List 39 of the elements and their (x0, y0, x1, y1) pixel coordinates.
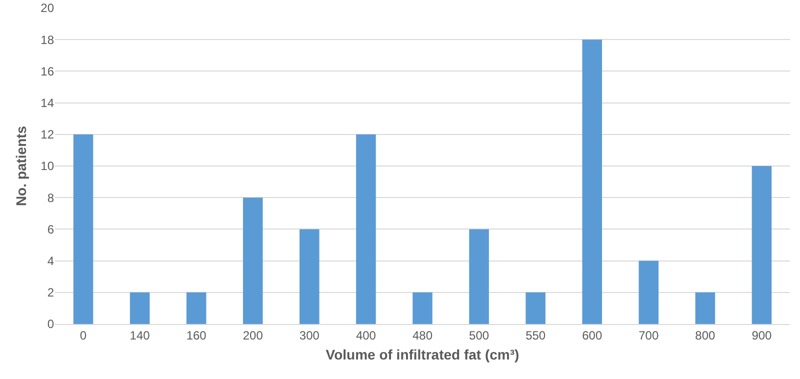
x-tick-label: 900 (752, 328, 772, 342)
x-tick-label: 140 (130, 328, 150, 342)
x-axis-title: Volume of infiltrated fat (cm³) (326, 346, 520, 363)
y-tick-label: 8 (47, 190, 54, 205)
y-axis-title: No. patients (13, 126, 30, 206)
bar (752, 166, 772, 324)
bar (242, 198, 263, 324)
bar (356, 134, 376, 324)
y-tick-label: 6 (47, 222, 54, 236)
y-tick-label: 4 (47, 254, 54, 268)
bar (582, 40, 602, 324)
bar (469, 229, 489, 324)
bar (300, 229, 320, 324)
bar (695, 292, 716, 324)
x-tick-label: 400 (356, 328, 376, 342)
bar (638, 260, 659, 324)
y-tick-label: 18 (40, 32, 54, 47)
y-tick-label: 16 (40, 64, 54, 78)
x-tick-label: 200 (242, 328, 264, 342)
bar (526, 292, 546, 324)
bar (73, 134, 94, 324)
y-tick-label: 14 (40, 96, 54, 110)
bar (412, 292, 432, 324)
bar (186, 292, 206, 324)
x-tick-label: 500 (469, 328, 490, 342)
y-tick-label: 10 (40, 159, 54, 174)
x-tick-label: 550 (526, 328, 546, 342)
bar (130, 292, 150, 324)
y-tick-label: 2 (47, 286, 54, 300)
x-tick-label: 480 (412, 328, 433, 342)
x-tick-label: 600 (582, 328, 602, 342)
x-tick-label: 0 (80, 328, 87, 342)
x-tick-label: 700 (638, 328, 659, 342)
y-tick-label: 20 (40, 1, 54, 16)
x-tick-label: 160 (186, 328, 207, 342)
x-tick-label: 800 (695, 328, 716, 342)
y-tick-label: 0 (47, 317, 54, 332)
y-tick-label: 12 (40, 128, 54, 142)
x-tick-label: 300 (299, 328, 320, 342)
